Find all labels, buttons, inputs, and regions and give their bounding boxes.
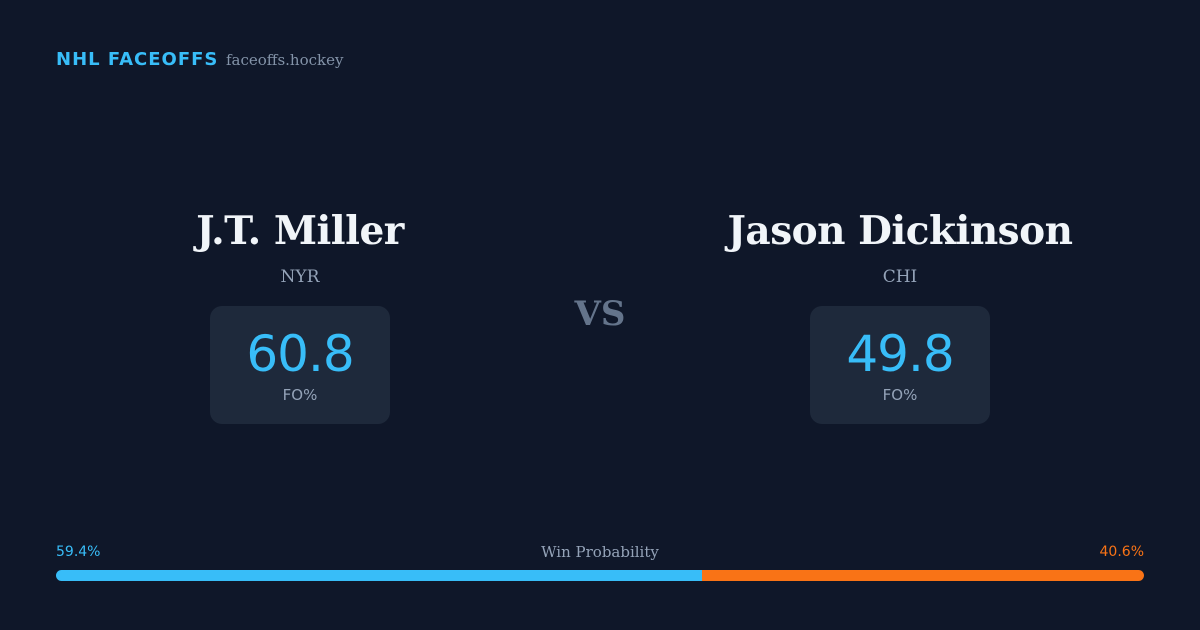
win-probability-label: Win Probability	[541, 543, 659, 561]
brand-title: NHL FACEOFFS	[56, 49, 219, 70]
team-code: CHI	[882, 267, 918, 287]
faceoff-label: FO%	[882, 386, 918, 404]
probability-value: 40.6%	[1099, 544, 1144, 560]
versus: VS	[574, 294, 626, 334]
probability-value: 59.4%	[56, 544, 101, 560]
probability-segment	[702, 570, 1144, 581]
probability-segment	[56, 570, 703, 581]
probability-bar	[56, 570, 1144, 581]
stat-box: 60.8 FO%	[210, 306, 390, 424]
player-name: Jason Dickinson	[727, 208, 1073, 254]
faceoff-label: FO%	[282, 386, 318, 404]
player-card: J.T. Miller NYR 60.8 FO%	[0, 205, 600, 424]
team-code: NYR	[280, 267, 320, 287]
site-name: faceoffs.hockey	[226, 51, 344, 69]
stat-box: 49.8 FO%	[810, 306, 990, 424]
player-name: J.T. Miller	[196, 208, 404, 254]
faceoff-value: 49.8	[846, 325, 954, 383]
faceoff-value: 60.8	[246, 325, 354, 383]
player-card: Jason Dickinson CHI 49.8 FO%	[600, 205, 1200, 424]
